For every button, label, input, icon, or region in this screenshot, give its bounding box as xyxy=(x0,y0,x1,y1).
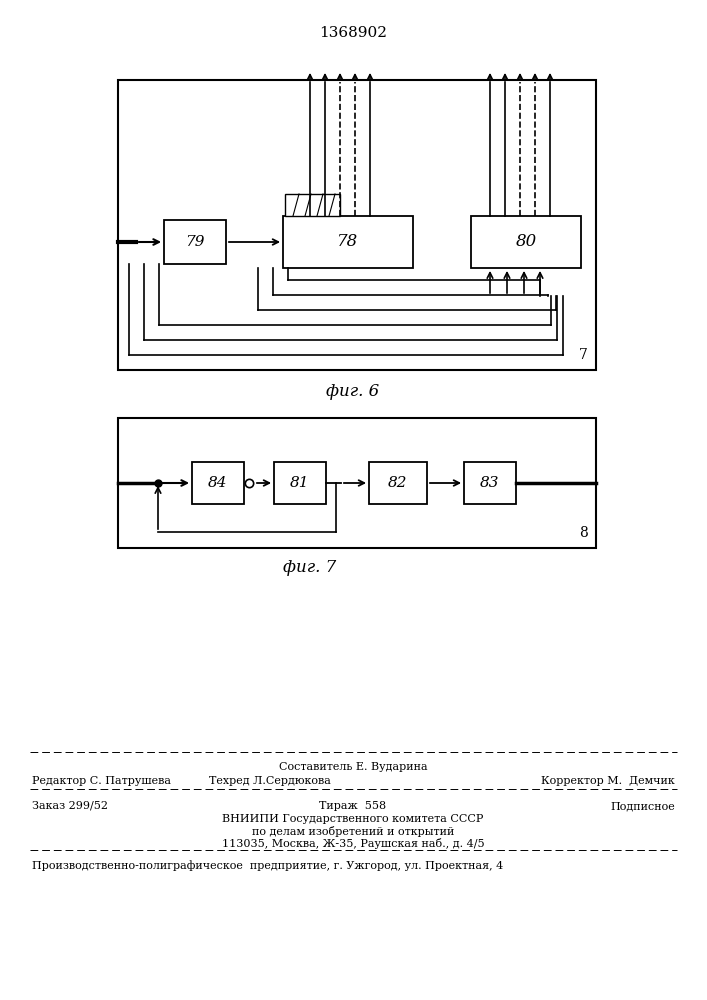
Text: Редактор С. Патрушева: Редактор С. Патрушева xyxy=(32,776,171,786)
Text: 78: 78 xyxy=(337,233,358,250)
Text: фиг. 6: фиг. 6 xyxy=(327,383,380,400)
Text: 8: 8 xyxy=(579,526,588,540)
Bar xyxy=(274,462,326,504)
Text: Производственно-полиграфическое  предприятие, г. Ужгород, ул. Проектная, 4: Производственно-полиграфическое предприя… xyxy=(32,860,503,871)
Text: 1368902: 1368902 xyxy=(319,26,387,40)
Text: Заказ 299/52: Заказ 299/52 xyxy=(32,801,108,811)
Text: 81: 81 xyxy=(291,476,310,490)
Text: фиг. 7: фиг. 7 xyxy=(284,560,337,576)
Bar xyxy=(283,216,413,268)
Text: по делам изобретений и открытий: по делам изобретений и открытий xyxy=(252,826,454,837)
Text: 83: 83 xyxy=(480,476,500,490)
Text: Тираж  558: Тираж 558 xyxy=(320,801,387,811)
Text: ВНИИПИ Государственного комитета СССР: ВНИИПИ Государственного комитета СССР xyxy=(222,814,484,824)
Bar xyxy=(118,80,596,370)
Text: 7: 7 xyxy=(579,348,588,362)
Bar xyxy=(285,194,340,216)
Text: Техред Л.Сердюкова: Техред Л.Сердюкова xyxy=(209,776,331,786)
Bar xyxy=(192,462,244,504)
Text: 80: 80 xyxy=(515,233,537,250)
Bar xyxy=(464,462,516,504)
Text: 82: 82 xyxy=(388,476,408,490)
Text: Корректор М.  Демчик: Корректор М. Демчик xyxy=(542,776,675,786)
Text: Подписное: Подписное xyxy=(610,801,675,811)
Bar xyxy=(471,216,581,268)
Text: 113035, Москва, Ж-35, Раушская наб., д. 4/5: 113035, Москва, Ж-35, Раушская наб., д. … xyxy=(222,838,484,849)
Bar xyxy=(369,462,427,504)
Text: 79: 79 xyxy=(185,235,205,249)
Text: Составитель Е. Вударина: Составитель Е. Вударина xyxy=(279,762,427,772)
Bar xyxy=(164,220,226,264)
Bar xyxy=(118,418,596,548)
Text: 84: 84 xyxy=(209,476,228,490)
